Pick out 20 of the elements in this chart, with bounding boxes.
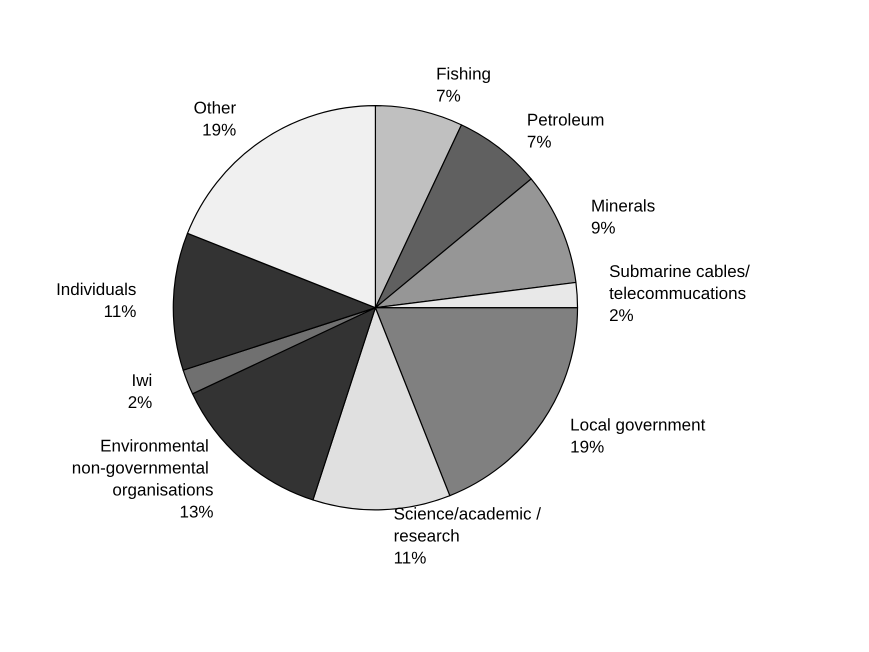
data-label: 2% bbox=[609, 306, 634, 325]
data-label: 9% bbox=[590, 218, 616, 238]
data-label: 19% bbox=[570, 437, 604, 456]
slice-label: Fishing bbox=[436, 64, 491, 84]
slice-label: Science/academic /research bbox=[394, 504, 542, 546]
slice-label: Minerals bbox=[590, 196, 656, 216]
data-label: 11% bbox=[104, 302, 136, 322]
slice-label: Local government bbox=[570, 415, 706, 434]
data-label: 7% bbox=[436, 86, 461, 106]
data-label: 7% bbox=[526, 132, 552, 152]
slice-label: Individuals bbox=[56, 280, 136, 300]
data-label: 13% bbox=[180, 502, 214, 522]
slice-label: Environmental non-governmental organisations bbox=[72, 436, 214, 500]
slice-label: Other bbox=[194, 98, 237, 118]
data-label: 11% bbox=[394, 548, 426, 568]
data-label: 19% bbox=[202, 120, 236, 140]
data-label: 2% bbox=[128, 393, 152, 412]
slice-label: Petroleum bbox=[526, 110, 604, 130]
slice-label: Submarine cables/ telecommucations bbox=[609, 262, 755, 303]
slice-label: Iwi bbox=[132, 371, 152, 390]
